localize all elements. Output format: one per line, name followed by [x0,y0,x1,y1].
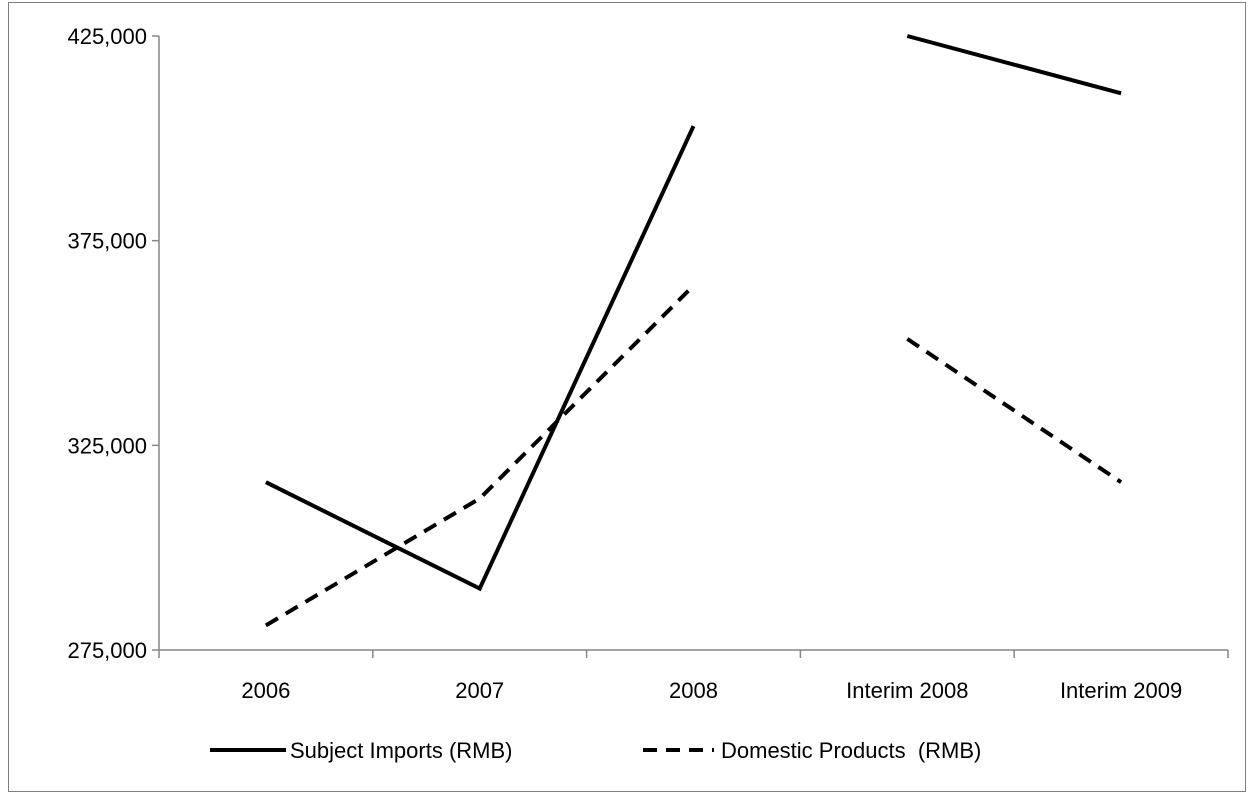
y-tick-label: 275,000 [67,638,147,663]
series-line-domestic-products [264,284,695,628]
series-line-subject-imports [265,125,696,592]
x-tick-label: 2006 [241,678,290,703]
x-tick-label: 2008 [669,678,718,703]
y-tick-label: 425,000 [67,24,147,49]
plot-area [264,34,1123,628]
y-tick-label: 325,000 [67,433,147,458]
x-tick-label: Interim 2008 [846,678,968,703]
axes: 275,000 325,000 375,000 425,000 2006 2007 2008… [67,24,1229,703]
series-line-subject-imports [906,34,1122,96]
legend-label: Subject Imports (RMB) [290,738,513,763]
x-tick-label: 2007 [455,678,504,703]
y-tick-label: 375,000 [67,229,147,254]
x-tick-label: Interim 2009 [1060,678,1182,703]
legend-label: Domestic Products (RMB) [721,738,981,763]
chart-border [8,2,1246,792]
series-line-domestic-products [906,337,1123,484]
legend: Subject Imports (RMB) Domestic Products (… [210,738,981,763]
